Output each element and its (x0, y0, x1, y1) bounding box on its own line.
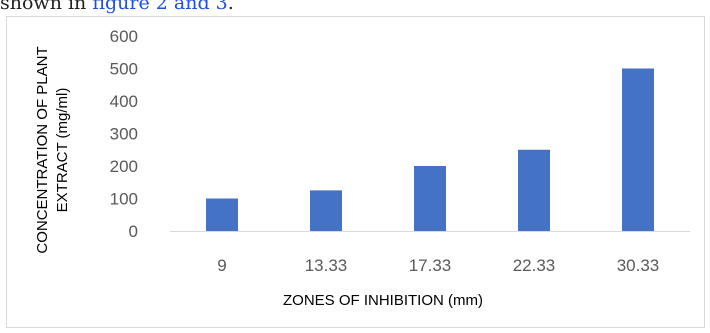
y-axis-title: CONCENTRATION OF PLANT EXTRACT (mg/ml) (34, 46, 71, 253)
header-suffix: . (227, 0, 234, 14)
bar (622, 68, 654, 231)
y-tick-label: 500 (110, 60, 138, 79)
bar (518, 149, 550, 231)
x-tick-label: 30.33 (617, 256, 660, 275)
bar-series (206, 68, 654, 231)
y-tick-label: 400 (110, 92, 138, 111)
figure-link[interactable]: figure 2 and 3 (92, 0, 228, 14)
x-tick-label: 13.33 (305, 256, 348, 275)
y-tick-label: 600 (110, 27, 138, 46)
header-text: shown in figure 2 and 3. (0, 0, 234, 18)
y-tick-label: 300 (110, 125, 138, 144)
x-tick-label: 17.33 (409, 256, 452, 275)
x-axis-title: ZONES OF INHIBITION (mm) (283, 292, 483, 309)
x-axis-ticks: 9 13.33 17.33 22.33 30.33 (217, 256, 659, 275)
y-tick-label: 0 (129, 222, 138, 241)
bar (206, 198, 238, 231)
header-prefix: shown in (0, 0, 93, 14)
y-axis-title-line: CONCENTRATION OF PLANT (34, 46, 51, 253)
chart-area (6, 16, 705, 328)
bar (310, 190, 342, 231)
bar (414, 166, 446, 231)
y-axis-ticks: 0 100 200 300 400 500 600 (110, 27, 138, 241)
y-axis-title-line: EXTRACT (mg/ml) (54, 88, 71, 213)
x-tick-label: 9 (217, 256, 226, 275)
y-tick-label: 200 (110, 157, 138, 176)
y-tick-label: 100 (110, 190, 138, 209)
x-tick-label: 22.33 (513, 256, 556, 275)
